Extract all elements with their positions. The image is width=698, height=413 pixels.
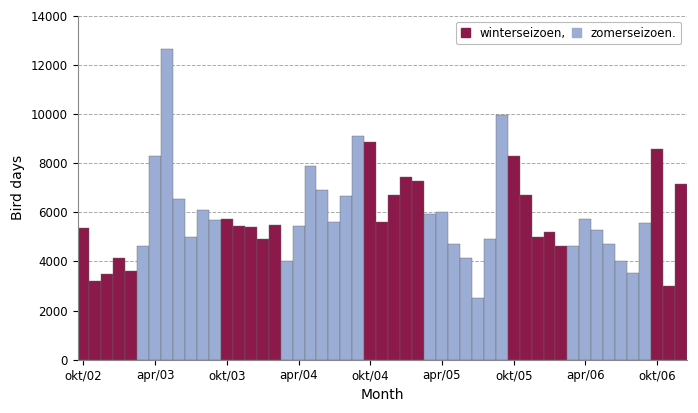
Bar bbox=[89, 281, 101, 360]
Bar bbox=[675, 184, 687, 360]
Bar bbox=[197, 210, 209, 360]
Bar bbox=[126, 271, 138, 360]
Bar bbox=[316, 190, 329, 360]
Bar bbox=[591, 230, 603, 360]
Bar bbox=[149, 156, 161, 360]
Bar bbox=[221, 218, 233, 360]
X-axis label: Month: Month bbox=[360, 388, 404, 402]
Bar bbox=[615, 261, 627, 360]
Bar bbox=[424, 214, 436, 360]
Bar bbox=[352, 136, 364, 360]
Bar bbox=[507, 156, 519, 360]
Bar bbox=[484, 240, 496, 360]
Bar bbox=[412, 180, 424, 360]
Bar bbox=[436, 212, 448, 360]
Bar bbox=[292, 226, 304, 360]
Bar bbox=[532, 237, 544, 360]
Bar bbox=[603, 244, 615, 360]
Bar bbox=[233, 226, 245, 360]
Bar bbox=[472, 298, 484, 360]
Bar bbox=[448, 244, 460, 360]
Bar bbox=[161, 49, 173, 360]
Bar bbox=[400, 177, 412, 360]
Bar bbox=[663, 286, 675, 360]
Bar bbox=[460, 258, 472, 360]
Bar bbox=[556, 245, 567, 360]
Y-axis label: Bird days: Bird days bbox=[11, 155, 25, 221]
Bar bbox=[496, 116, 507, 360]
Bar bbox=[376, 222, 388, 360]
Bar bbox=[388, 195, 400, 360]
Legend: winterseizoen,, zomerseizoen.: winterseizoen,, zomerseizoen. bbox=[456, 22, 681, 45]
Bar bbox=[341, 197, 352, 360]
Bar bbox=[281, 261, 292, 360]
Bar bbox=[579, 218, 591, 360]
Bar bbox=[627, 273, 639, 360]
Bar bbox=[77, 228, 89, 360]
Bar bbox=[567, 245, 579, 360]
Bar bbox=[304, 166, 316, 360]
Bar bbox=[269, 225, 281, 360]
Bar bbox=[519, 195, 532, 360]
Bar bbox=[329, 222, 341, 360]
Bar bbox=[245, 227, 257, 360]
Bar bbox=[639, 223, 651, 360]
Bar bbox=[138, 245, 149, 360]
Bar bbox=[113, 258, 126, 360]
Bar bbox=[544, 232, 556, 360]
Bar bbox=[257, 240, 269, 360]
Bar bbox=[185, 237, 197, 360]
Bar bbox=[173, 199, 185, 360]
Bar bbox=[209, 220, 221, 360]
Bar bbox=[651, 149, 663, 360]
Bar bbox=[364, 142, 376, 360]
Bar bbox=[101, 274, 113, 360]
